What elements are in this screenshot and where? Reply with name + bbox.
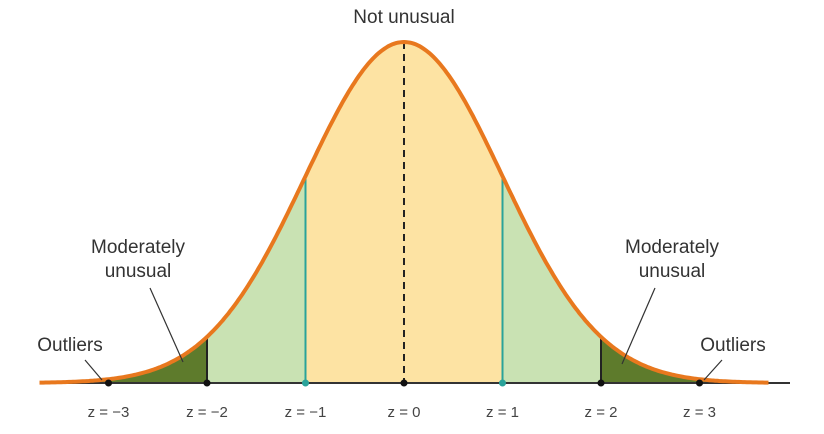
tick-dots	[105, 379, 703, 387]
moderate-left-label: Moderately	[91, 237, 185, 258]
pointer	[149, 287, 184, 363]
tick-label: z = 0	[388, 404, 421, 421]
outliers-right-label: Outliers	[700, 335, 765, 356]
curve	[39, 39, 769, 385]
tick-dot	[400, 379, 408, 387]
moderate-left-label: unusual	[105, 261, 172, 282]
tick-label: z = 1	[486, 404, 519, 421]
tick-label: z = 3	[683, 404, 716, 421]
tick-labels: z = −3 z = −2 z = −1 z = 0 z = 1 z = 2 z = 3	[88, 404, 716, 421]
tick-dot	[597, 379, 605, 387]
tick-dot	[499, 379, 506, 387]
tick-label: z = −2	[186, 404, 228, 421]
tick-dot	[696, 379, 703, 387]
tick-label: z = 2	[585, 404, 618, 421]
divider-lines	[206, 42, 602, 383]
tick-dot	[105, 379, 112, 387]
region	[39, 336, 207, 383]
moderate-right-label: unusual	[639, 261, 706, 282]
pointer	[84, 359, 103, 381]
tick-dot	[302, 379, 309, 387]
moderate-right-label: Moderately	[625, 237, 719, 258]
region	[601, 336, 769, 383]
outliers-left-label: Outliers	[37, 335, 102, 356]
tick-label: z = −3	[88, 404, 130, 421]
pointer	[703, 359, 723, 381]
tick-dot	[203, 379, 211, 387]
center-label: Not unusual	[353, 7, 454, 28]
pointer	[621, 287, 656, 365]
tick-label: z = −1	[285, 404, 327, 421]
